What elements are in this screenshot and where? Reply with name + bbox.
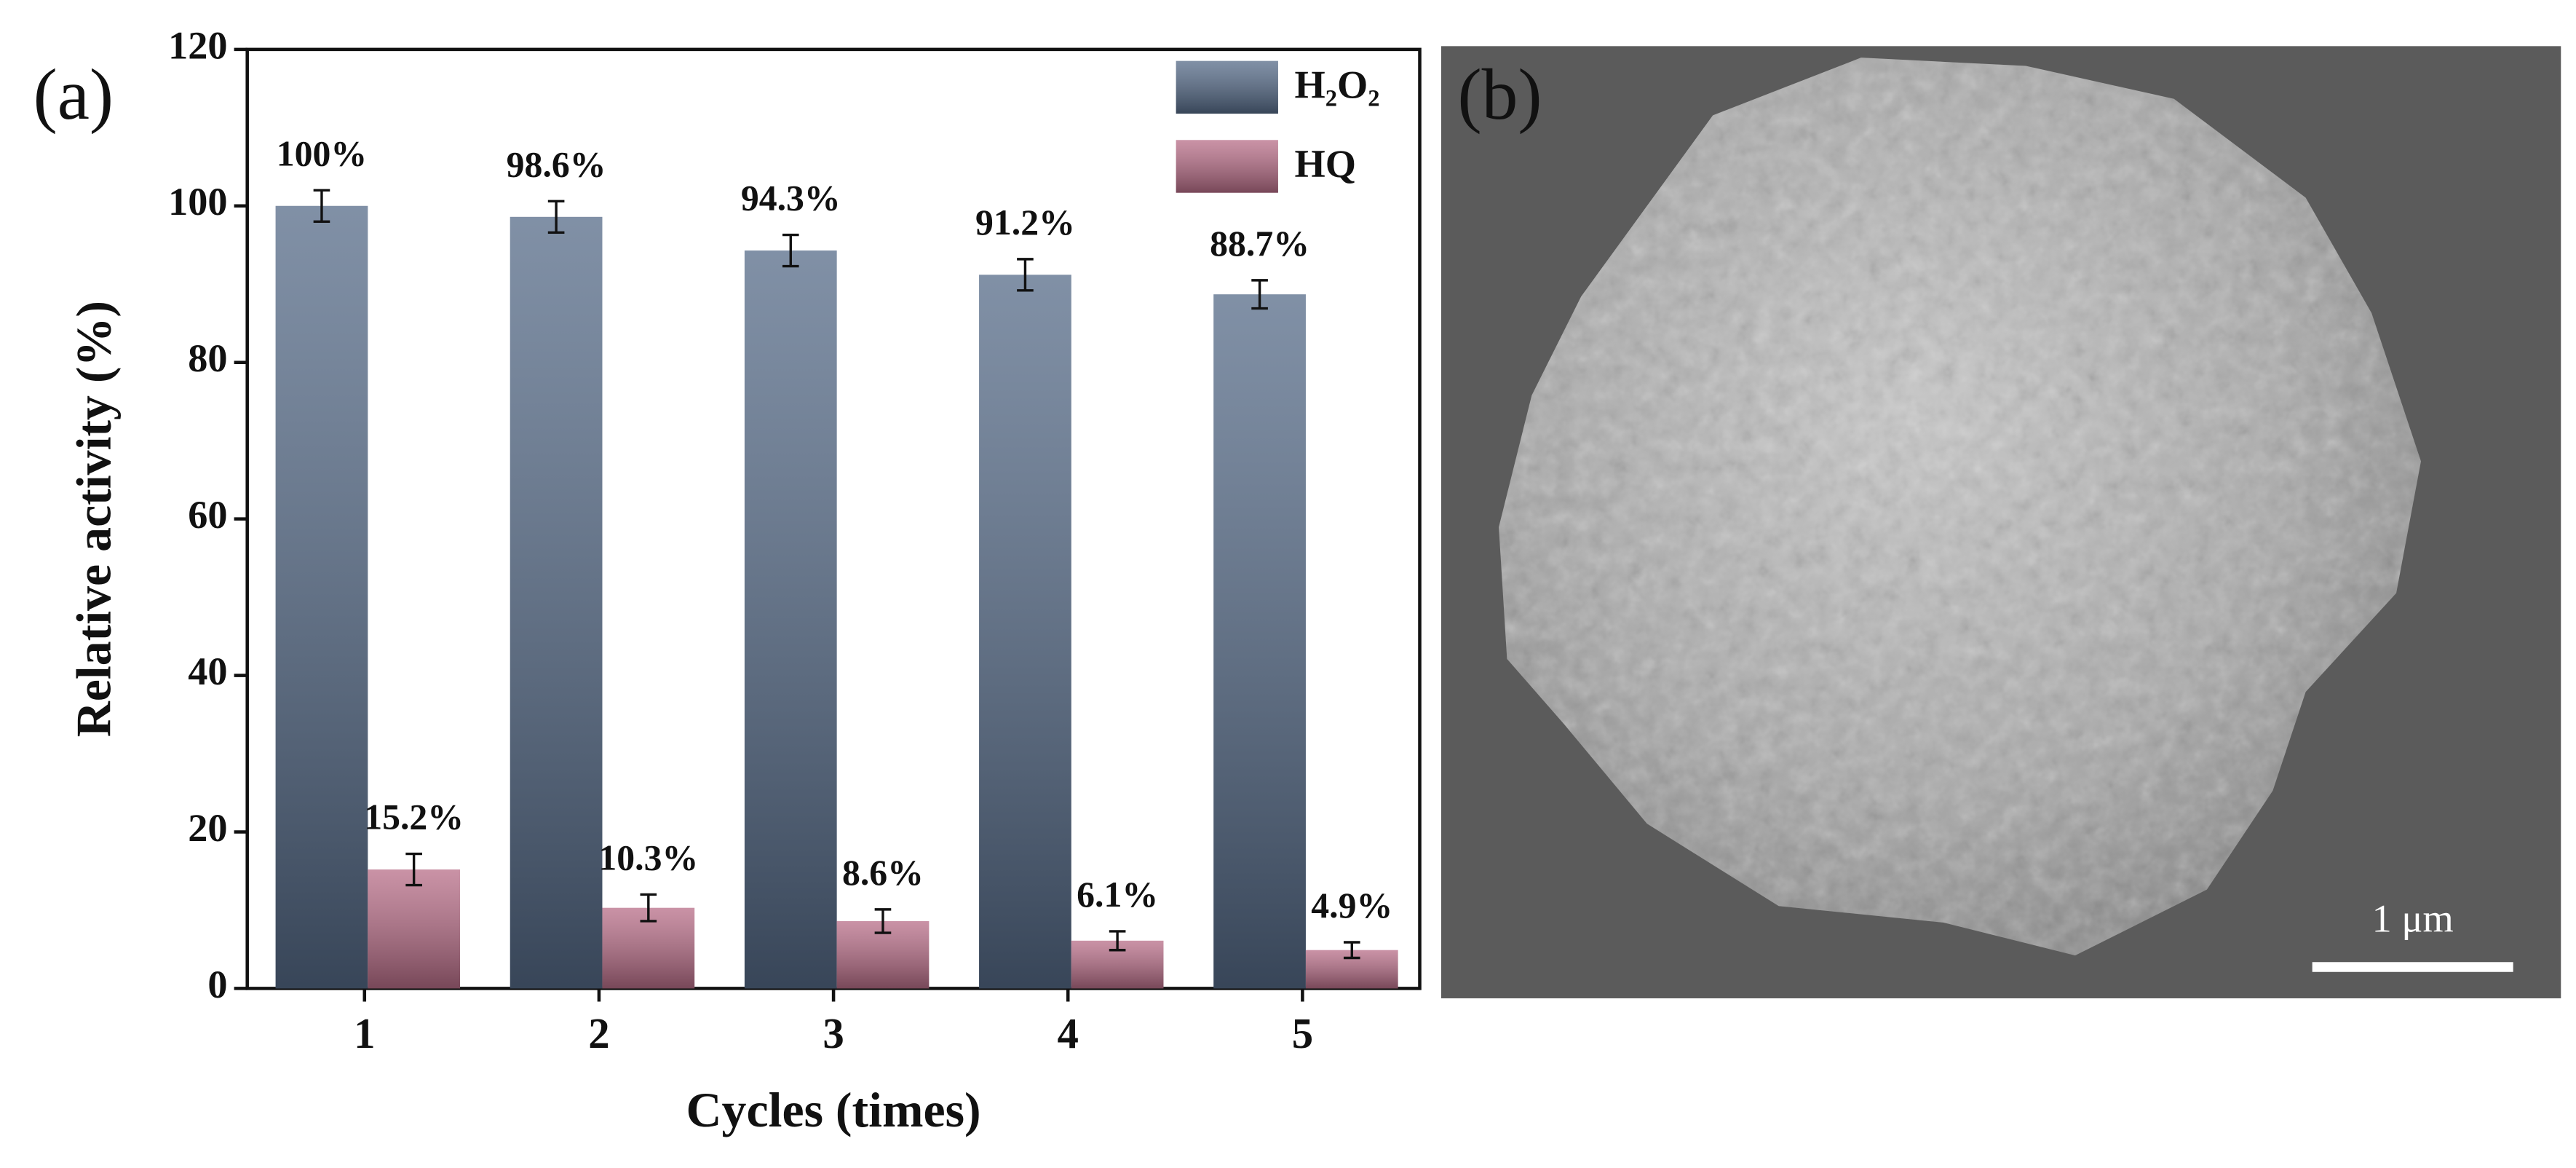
value-label: 94.3% bbox=[741, 178, 841, 218]
y-tick-label: 40 bbox=[188, 650, 227, 693]
error-bar bbox=[1251, 279, 1268, 310]
value-label: 6.1% bbox=[1077, 875, 1158, 915]
bar-shading bbox=[510, 216, 603, 989]
y-tick-label: 100 bbox=[168, 180, 227, 224]
value-label: 91.2% bbox=[975, 202, 1075, 242]
x-tick-label: 4 bbox=[1058, 1010, 1079, 1057]
scale-bar-label: 1 μm bbox=[2372, 896, 2454, 940]
y-tick-label: 60 bbox=[188, 493, 227, 537]
legend-label: HQ bbox=[1295, 142, 1356, 186]
error-bar bbox=[874, 908, 892, 934]
bar-shading bbox=[979, 275, 1071, 989]
x-axis-label: Cycles (times) bbox=[686, 1083, 981, 1137]
value-label: 88.7% bbox=[1210, 224, 1309, 264]
value-label: 100% bbox=[277, 133, 367, 173]
x-tick-label: 5 bbox=[1292, 1010, 1313, 1057]
y-tick-label: 20 bbox=[188, 806, 227, 850]
legend-shading bbox=[1176, 140, 1278, 193]
error-bar bbox=[640, 893, 657, 923]
y-tick-label: 0 bbox=[207, 963, 227, 1006]
panel-label: (a) bbox=[33, 54, 114, 135]
error-bar bbox=[782, 233, 799, 268]
x-tick-label: 2 bbox=[588, 1010, 609, 1057]
y-tick-label: 80 bbox=[188, 336, 227, 380]
bar-shading bbox=[275, 205, 368, 989]
error-bar bbox=[1343, 941, 1360, 960]
bar-shading bbox=[744, 250, 837, 989]
bar-shading bbox=[368, 869, 460, 989]
error-bar bbox=[1017, 258, 1034, 292]
legend-shading bbox=[1176, 60, 1278, 114]
x-tick-label: 1 bbox=[354, 1010, 375, 1057]
bar-shading bbox=[1213, 294, 1306, 989]
panel-label: (b) bbox=[1458, 54, 1542, 135]
legend-label: H₂O₂ bbox=[1295, 63, 1380, 107]
error-bar bbox=[313, 189, 330, 223]
value-label: 8.6% bbox=[842, 853, 924, 893]
y-tick-label: 120 bbox=[168, 23, 227, 67]
value-label: 4.9% bbox=[1311, 885, 1392, 926]
error-bar bbox=[405, 852, 422, 887]
value-label: 15.2% bbox=[364, 797, 464, 837]
y-axis-label: Relative activity (%) bbox=[67, 301, 122, 737]
value-label: 10.3% bbox=[598, 838, 698, 878]
particle-texture bbox=[1499, 58, 2421, 956]
error-bar bbox=[547, 200, 565, 234]
x-tick-label: 3 bbox=[823, 1010, 844, 1057]
value-label: 98.6% bbox=[507, 145, 606, 185]
error-bar bbox=[1109, 930, 1126, 952]
